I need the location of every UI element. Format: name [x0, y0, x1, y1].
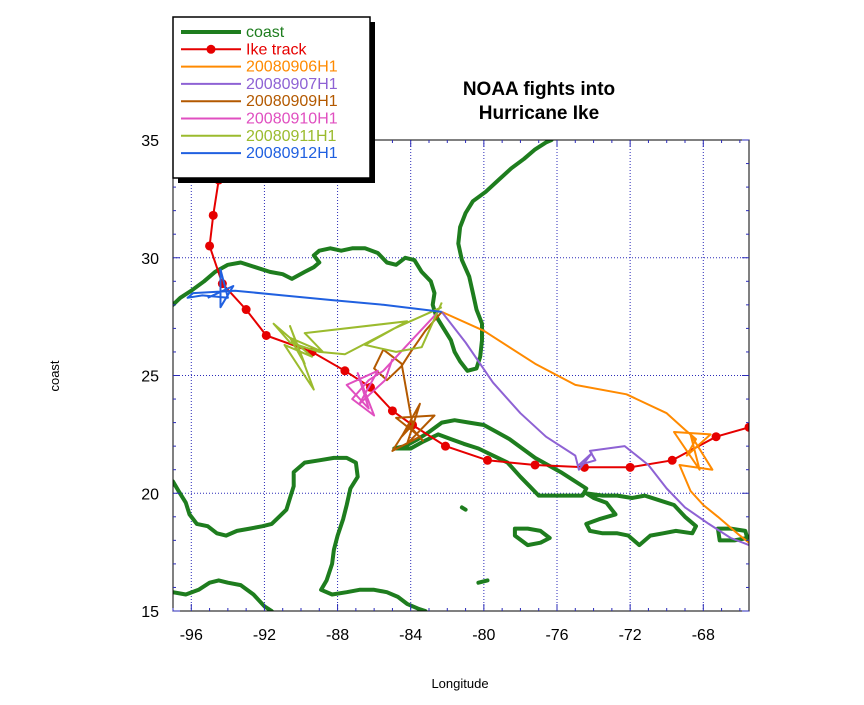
track-point — [625, 462, 635, 472]
legend-label: 20080911H1 — [246, 128, 337, 145]
legend-item: coast — [181, 24, 285, 41]
series-20080912h1 — [186, 268, 442, 313]
legend-label: 20080912H1 — [246, 145, 338, 162]
x-tick-label: -72 — [619, 627, 642, 644]
flight-line — [441, 310, 749, 544]
legend-item: Ike track — [181, 41, 307, 58]
flight-line — [272, 302, 443, 391]
coast-line — [459, 505, 468, 512]
coast-line — [512, 526, 552, 548]
track-point — [205, 241, 215, 251]
legend-item: 20080906H1 — [181, 59, 338, 76]
coast-line — [173, 455, 428, 611]
legend-box — [172, 16, 371, 179]
axis-ticks — [172, 139, 749, 612]
series-20080906h1 — [441, 310, 749, 544]
x-tick-label: -80 — [472, 627, 495, 644]
track-line — [208, 158, 749, 469]
x-tick-label: -88 — [326, 627, 349, 644]
series-coast — [173, 140, 749, 611]
coast-line — [392, 418, 589, 498]
x-tick-label: -92 — [253, 627, 276, 644]
plot-area — [173, 140, 749, 611]
track-point — [667, 455, 677, 465]
legend-item: 20080909H1 — [181, 93, 338, 110]
y-tick-label: 35 — [141, 133, 159, 150]
legend-item: 20080911H1 — [181, 128, 337, 145]
x-tick-label: -96 — [180, 627, 203, 644]
y-tick-label: 20 — [141, 486, 159, 503]
series-20080907h1 — [441, 311, 749, 547]
tick-labels: -96 -92 -88 -84 -80 -76 -72 -68 15 20 25 30 35 — [141, 133, 715, 644]
flight-line — [345, 311, 439, 417]
coast-line — [584, 491, 698, 548]
legend-label: 20080907H1 — [246, 76, 338, 93]
series-20080911h1 — [272, 302, 443, 391]
legend-item: 20080910H1 — [181, 111, 338, 128]
coast-line — [173, 578, 274, 611]
track-point — [440, 441, 450, 451]
track-point — [340, 366, 350, 376]
y-tick-label: 15 — [141, 604, 159, 621]
y-tick-label: 25 — [141, 369, 159, 386]
legend-item: 20080912H1 — [181, 145, 338, 162]
y-tick-label: 30 — [141, 251, 159, 268]
coast-line — [173, 140, 554, 373]
track-point — [387, 406, 397, 416]
track-point — [241, 305, 251, 315]
flight-line — [441, 311, 749, 547]
x-tick-label: -76 — [545, 627, 568, 644]
track-point — [208, 210, 218, 220]
grid-lines — [173, 139, 749, 612]
chart-title-line-2: Hurricane Ike — [479, 103, 599, 124]
legend-label: 20080909H1 — [246, 93, 338, 110]
track-point — [530, 460, 540, 470]
legend-item: 20080907H1 — [181, 76, 338, 93]
x-tick-label: -68 — [692, 627, 715, 644]
flight-line — [186, 268, 442, 313]
chart-title-line-1: NOAA fights into — [463, 79, 615, 100]
legend-label: 20080910H1 — [246, 111, 338, 128]
coast-line — [476, 578, 490, 585]
legend-marker — [206, 44, 216, 54]
track-point — [711, 432, 721, 442]
series-20080909h1 — [373, 311, 443, 452]
legend-label: 20080906H1 — [246, 59, 338, 76]
x-tick-label: -84 — [399, 627, 422, 644]
x-axis-label: Longitude — [431, 676, 488, 691]
flight-line — [373, 311, 443, 452]
legend-label: coast — [246, 24, 285, 41]
track-point — [744, 422, 749, 432]
track-point — [483, 455, 493, 465]
legend-label: Ike track — [246, 41, 307, 58]
series-20080910h1 — [345, 311, 439, 417]
y-axis-label: coast — [47, 360, 62, 391]
track-point — [261, 330, 271, 340]
